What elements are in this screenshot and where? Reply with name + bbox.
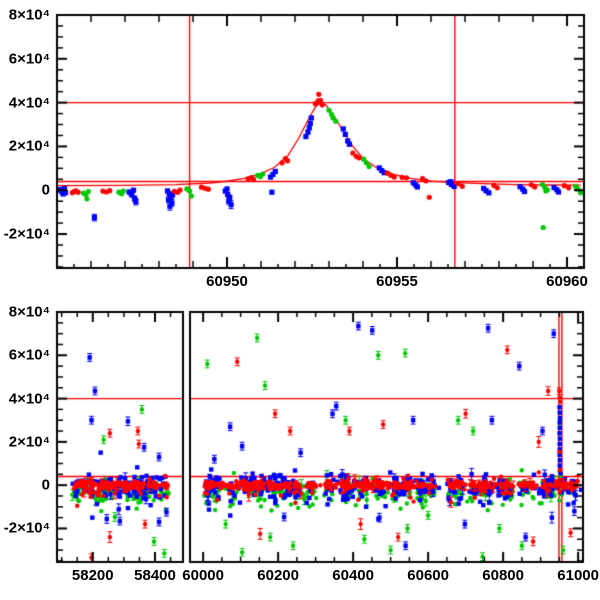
y-tick-label-bottom: 4×10⁴: [8, 390, 50, 408]
x-tick-label-bottom: 60600: [407, 567, 449, 584]
y-tick-label-top: 2×10⁴: [8, 137, 50, 155]
x-tick-label-bottom: 60400: [332, 567, 374, 584]
x-tick-label-bottom: 60000: [182, 567, 224, 584]
y-tick-label-bottom: 8×10⁴: [8, 303, 50, 321]
x-tick-label-top: 60950: [206, 273, 248, 290]
y-tick-label-top: 8×10⁴: [8, 6, 50, 24]
y-tick-label-bottom: -2×10⁴: [3, 519, 50, 537]
x-tick-label-bottom: 61000: [557, 567, 599, 584]
y-tick-label-top: 0: [41, 181, 50, 199]
y-tick-label-top: 4×10⁴: [8, 94, 50, 112]
x-tick-label-top: 60960: [546, 273, 588, 290]
y-tick-label-top: -2×10⁴: [3, 225, 50, 243]
x-tick-label-bottom: 60200: [257, 567, 299, 584]
y-tick-label-bottom: 6×10⁴: [8, 346, 50, 364]
x-tick-label-bottom: 60800: [482, 567, 524, 584]
x-tick-label-bottom: 58400: [134, 567, 176, 584]
x-tick-label-top: 60955: [376, 273, 418, 290]
y-tick-label-bottom: 2×10⁴: [8, 433, 50, 451]
x-tick-label-bottom: 58200: [71, 567, 114, 584]
y-tick-label-bottom: 0: [41, 476, 50, 494]
y-tick-label-top: 6×10⁴: [8, 50, 50, 68]
